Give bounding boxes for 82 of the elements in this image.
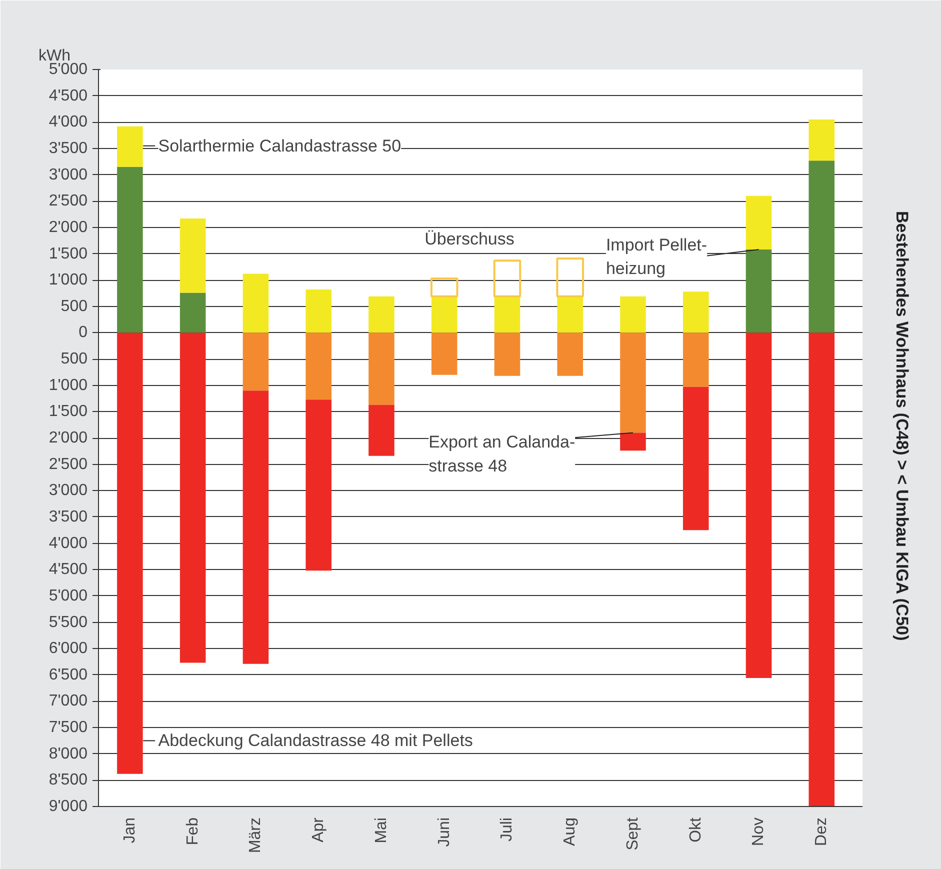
- bar: [620, 296, 646, 333]
- x-tick-label: Feb: [184, 817, 202, 846]
- y-tick-label: 3'500: [48, 140, 88, 157]
- y-tick-label: 0: [78, 324, 88, 342]
- annotation: Abdeckung Calandastrasse 48 mit Pellets: [158, 731, 473, 750]
- bar: [682, 292, 709, 333]
- bar: [431, 332, 458, 375]
- text: Bestehendes Wohnhaus (C48) > < Umbau KIGA (C50): [892, 210, 912, 641]
- bar: [180, 218, 206, 293]
- y-tick-label: 3'000: [48, 482, 88, 500]
- y-tick-label: 4'500: [48, 561, 88, 578]
- x-tick-label: Dez: [813, 818, 830, 846]
- y-tick-label: 2'500: [48, 192, 88, 210]
- y-tick-label: 1'000: [48, 376, 88, 394]
- bar: [117, 126, 143, 167]
- x-tick-label: Apr: [310, 816, 328, 842]
- x-tick-label: Juli: [498, 817, 516, 842]
- bar: [494, 296, 520, 333]
- bar: [746, 196, 772, 250]
- y-tick-label: 1'500: [48, 403, 88, 420]
- bar: [620, 432, 646, 451]
- y-tick-label: 4'000: [48, 534, 88, 552]
- bar: [242, 390, 269, 664]
- x-tick-label: Okt: [687, 816, 704, 842]
- bar: [117, 332, 143, 774]
- y-tick-label: 2'000: [48, 430, 88, 446]
- y-tick-label: 3'000: [48, 166, 88, 184]
- y-tick-label: 500: [60, 350, 88, 368]
- bar: [682, 332, 709, 387]
- x-tick-label: März: [247, 817, 264, 854]
- bar: [556, 257, 584, 298]
- y-tick-label: 5'000: [48, 587, 88, 604]
- bar: [430, 277, 458, 298]
- bar: [620, 332, 646, 433]
- bar: [117, 166, 143, 333]
- y-tick-label: 7'000: [48, 692, 88, 710]
- y-tick-label: 9'000: [48, 798, 88, 815]
- y-tick-label: 1'000: [48, 272, 88, 289]
- annotation: Überschuss: [424, 229, 514, 248]
- bar: [180, 332, 206, 663]
- y-tick-label: 8'000: [48, 745, 88, 762]
- y-tick-label: 2'500: [48, 456, 88, 473]
- y-tick-label: 3'500: [48, 508, 88, 526]
- x-tick-label: Mai: [372, 818, 390, 844]
- bar: [242, 274, 269, 333]
- y-tick-label: 5'500: [48, 614, 88, 631]
- x-tick-label: Sept: [624, 816, 642, 850]
- bar: [494, 332, 520, 376]
- x-tick-label: Nov: [750, 818, 768, 846]
- bar: [306, 400, 332, 571]
- annotation: Import Pellet- heizung: [606, 235, 708, 278]
- x-tick-label: Juni: [436, 817, 453, 847]
- bar: [808, 332, 835, 806]
- y-tick-label: 6'000: [48, 640, 88, 658]
- annotation: Solarthermie Calandastrasse 50: [158, 136, 402, 156]
- y-tick-label: 500: [60, 298, 88, 315]
- bar: [431, 296, 458, 333]
- bar: [682, 386, 709, 530]
- y-tick-label: 6'500: [48, 666, 88, 684]
- y-tick-label: 4'000: [48, 114, 88, 131]
- y-tick-label: 2'000: [48, 218, 88, 236]
- bar: [557, 332, 583, 376]
- y-tick-label: 1'500: [48, 245, 88, 262]
- bar: [746, 250, 772, 333]
- annotation: Export an Calanda- strasse 48: [428, 432, 576, 476]
- bar: [368, 296, 394, 333]
- bar: [557, 296, 583, 333]
- y-tick-label: 4'500: [48, 87, 88, 104]
- bar: [746, 332, 772, 678]
- bar: [368, 332, 394, 405]
- bar: [368, 404, 394, 456]
- bar: [808, 160, 835, 333]
- y-tick-label: 7'500: [48, 719, 88, 736]
- y-tick-label: 8'500: [48, 772, 88, 789]
- bar: [808, 120, 835, 161]
- bar: [306, 290, 332, 333]
- x-tick-label: Aug: [562, 818, 579, 846]
- x-tick-label: Jan: [121, 818, 138, 844]
- bar: [306, 332, 332, 400]
- bar: [493, 260, 522, 298]
- bar: [180, 292, 206, 333]
- bar: [242, 332, 269, 391]
